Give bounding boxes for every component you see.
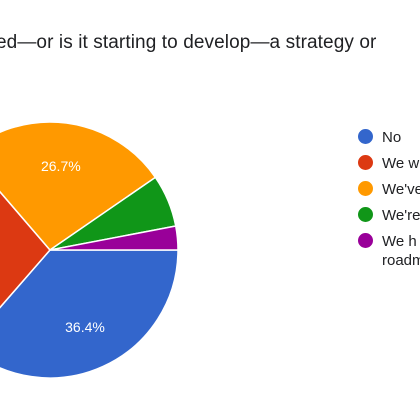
legend-swatch xyxy=(358,233,373,248)
legend-label: We w xyxy=(382,155,420,172)
legend-label: We h roadm xyxy=(382,233,420,269)
legend-label: No xyxy=(382,129,402,146)
legend-item-we-w[interactable]: We w xyxy=(358,154,420,173)
chart-title: ed—or is it starting to develop—a strate… xyxy=(0,32,377,53)
legend-label: We're xyxy=(382,207,420,224)
legend-swatch xyxy=(358,129,373,144)
legend-item-weve[interactable]: We've xyxy=(358,180,420,199)
legend-label: We've xyxy=(382,181,420,198)
pie-slice-4[interactable] xyxy=(49,225,179,251)
legend-swatch xyxy=(358,181,373,196)
legend-swatch xyxy=(358,207,373,222)
slice-label-0: 36.4% xyxy=(65,319,105,335)
slice-label-2: 26.7% xyxy=(41,158,81,174)
chart-legend: No We w We've We're We h roadm xyxy=(358,128,420,277)
pie-slice-1[interactable] xyxy=(0,153,51,347)
legend-item-we-h[interactable]: We h roadm xyxy=(358,232,420,270)
legend-item-no[interactable]: No xyxy=(358,128,420,147)
legend-swatch xyxy=(358,155,373,170)
legend-item-were[interactable]: We're xyxy=(358,206,420,225)
pie-slice-2[interactable] xyxy=(0,121,157,251)
pie-slice-0[interactable] xyxy=(0,249,179,379)
